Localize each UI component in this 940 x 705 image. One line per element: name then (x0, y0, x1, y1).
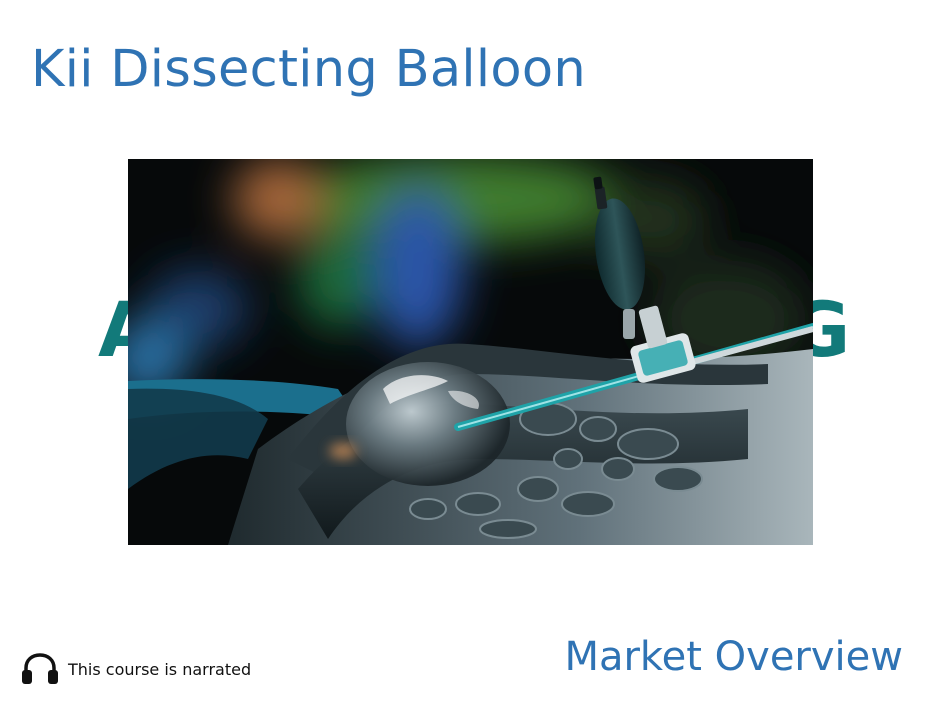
narration-notice: This course is narrated (21, 652, 251, 686)
dissecting-balloon-illustration (128, 159, 813, 545)
headphones-icon (21, 653, 59, 685)
narration-label: This course is narrated (68, 659, 252, 679)
slide-title: Kii Dissecting Balloon (31, 40, 586, 99)
slide-subtitle: Market Overview (564, 634, 903, 680)
hero-image (128, 159, 813, 545)
